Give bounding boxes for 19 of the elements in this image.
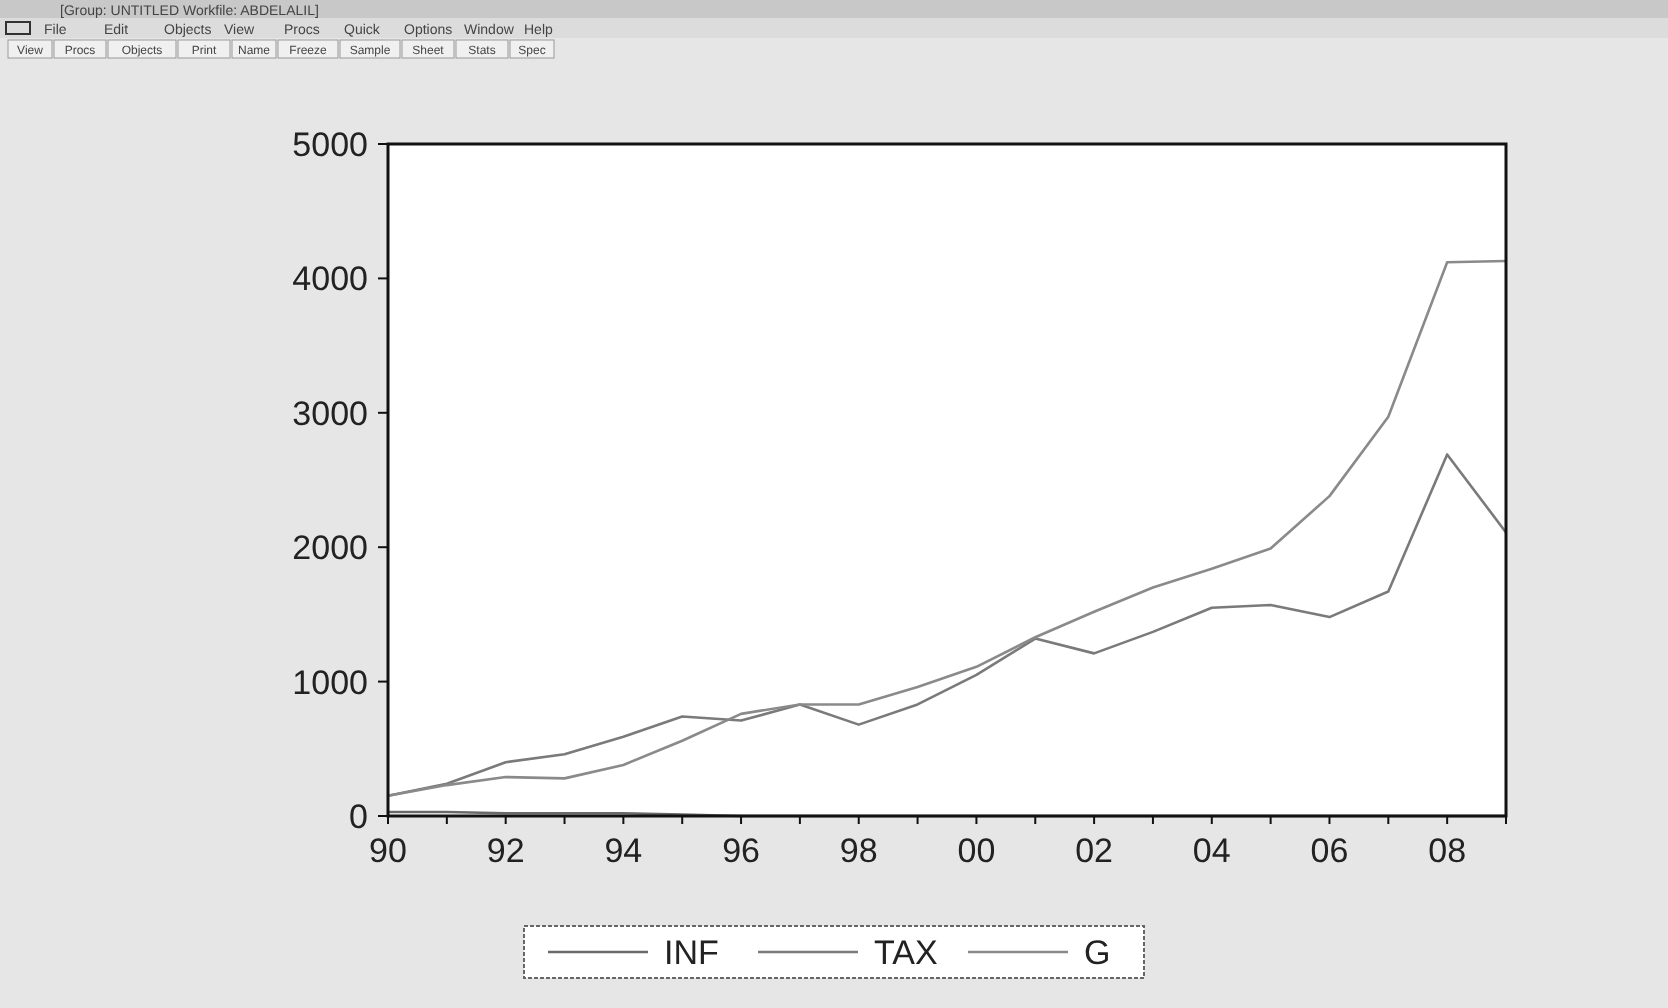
y-tick-label: 2000 xyxy=(292,529,368,568)
x-tick-label: 98 xyxy=(839,832,878,870)
x-tick-label: 08 xyxy=(1428,832,1467,870)
x-tick-label: 90 xyxy=(369,832,407,870)
x-tick-label: 00 xyxy=(957,832,996,870)
y-tick-label: 0 xyxy=(349,797,368,836)
y-tick-label: 4000 xyxy=(292,260,368,299)
x-tick-label: 92 xyxy=(486,832,525,870)
y-tick-label: 1000 xyxy=(292,663,368,702)
x-tick-label: 94 xyxy=(604,832,643,870)
y-tick-label: 3000 xyxy=(292,394,368,433)
x-tick-label: 06 xyxy=(1310,832,1349,870)
legend-label: TAX xyxy=(874,933,938,972)
legend-label: INF xyxy=(664,933,719,972)
legend-label: G xyxy=(1084,933,1111,972)
x-tick-label: 96 xyxy=(722,832,760,870)
y-tick-label: 5000 xyxy=(292,125,368,164)
x-tick-label: 02 xyxy=(1075,832,1114,870)
x-tick-label: 04 xyxy=(1192,832,1231,870)
